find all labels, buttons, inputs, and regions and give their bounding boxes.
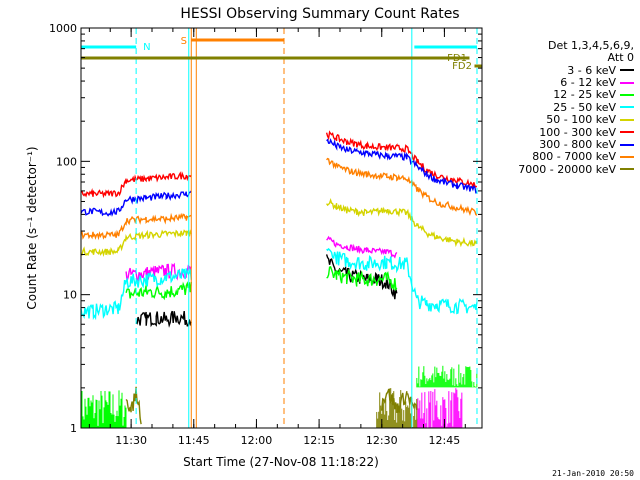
noise-block-0 <box>80 390 127 428</box>
legend-entry: 25 - 50 keV <box>486 100 634 114</box>
series-25-50-kev <box>80 247 478 321</box>
legend-entry-label: 100 - 300 keV <box>539 125 616 139</box>
legend-swatch <box>620 93 634 96</box>
x-tick-label: 11:30 <box>115 434 147 447</box>
legend-entry: 800 - 7000 keV <box>486 150 634 164</box>
legend-entry: 300 - 800 keV <box>486 138 634 152</box>
series-trace <box>125 281 192 301</box>
legend-entry: 12 - 25 keV <box>486 88 634 102</box>
chart-title: HESSI Observing Summary Count Rates <box>180 6 459 22</box>
legend-entry-label: 3 - 6 keV <box>567 63 616 77</box>
x-tick-label: 12:15 <box>303 434 335 447</box>
plot-frame <box>80 27 483 429</box>
legend-entry-label: 25 - 50 keV <box>553 100 616 114</box>
legend-header-line-2: Att 0 <box>607 51 634 64</box>
night-marker-label: N <box>143 42 150 53</box>
legend-swatch <box>620 118 634 121</box>
legend-swatch <box>620 69 634 72</box>
series-trace <box>326 266 398 292</box>
noise-block-1 <box>416 364 478 388</box>
y-tick-label: 100 <box>56 155 77 168</box>
series-trace <box>325 130 477 188</box>
legend-header-line-1: Det 1,3,4,5,6,9, <box>547 39 634 52</box>
saa-marker-label: S <box>181 36 187 47</box>
legend-swatch <box>620 81 634 84</box>
chart-legend: Det 1,3,4,5,6,9, Att 0 3 - 6 keV 6 - 12 k… <box>486 40 634 176</box>
y-tick-label: 1 <box>70 422 77 435</box>
legend-entry: 50 - 100 keV <box>486 113 634 127</box>
fd2-marker-label: FD2 <box>452 61 472 72</box>
series-trace <box>326 197 478 248</box>
x-axis-label: Start Time (27-Nov-08 11:18:22) <box>183 455 379 469</box>
series-12-25-kev <box>125 266 398 301</box>
series-trace <box>326 235 398 259</box>
legend-entry: 3 - 6 keV <box>486 63 634 77</box>
legend-entry-label: 6 - 12 keV <box>560 76 616 90</box>
series-50-100-kev <box>80 197 478 258</box>
legend-entry-label: 12 - 25 keV <box>553 88 616 102</box>
series-trace <box>381 388 418 413</box>
legend-swatch <box>620 155 634 158</box>
x-tick-label: 11:45 <box>178 434 210 447</box>
series-3-6-kev <box>135 254 398 328</box>
legend-swatch <box>620 131 634 134</box>
series-trace <box>125 386 142 425</box>
y-tick-label: 10 <box>63 289 77 302</box>
legend-entry-label: 50 - 100 keV <box>546 113 616 127</box>
legend-entry-label: 800 - 7000 keV <box>532 150 616 164</box>
legend-entry: 100 - 300 keV <box>486 125 634 139</box>
legend-swatch <box>620 143 634 146</box>
legend-entry: 6 - 12 keV <box>486 76 634 90</box>
legend-swatch <box>620 106 634 109</box>
series-trace <box>326 247 478 315</box>
generation-timestamp: 21-Jan-2010 20:50 <box>552 469 634 478</box>
y-axis-label: Count Rate (s⁻¹ detector⁻¹) <box>25 146 39 309</box>
y-tick-label: 1000 <box>49 22 77 35</box>
series-trace <box>326 137 478 194</box>
series-7000-20000-kev <box>125 386 418 425</box>
x-tick-label: 12:45 <box>429 434 461 447</box>
legend-entry-label: 7000 - 20000 keV <box>518 162 616 176</box>
legend-swatch <box>620 168 634 171</box>
x-tick-label: 12:30 <box>366 434 398 447</box>
x-tick-label: 12:00 <box>241 434 273 447</box>
fd1-marker-label: FD1 <box>447 53 467 64</box>
series-trace <box>326 157 478 217</box>
legend-entry-label: 300 - 800 keV <box>539 138 616 152</box>
series-trace <box>135 310 192 328</box>
noise-block-2 <box>416 388 463 428</box>
legend-entry: 7000 - 20000 keV <box>486 162 634 176</box>
